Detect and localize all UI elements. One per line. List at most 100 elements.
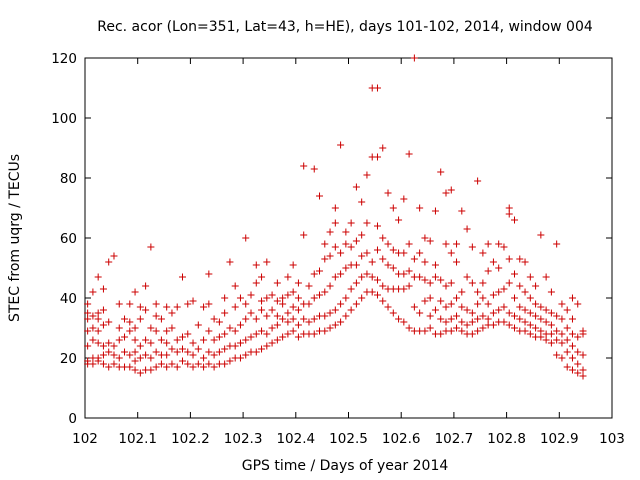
data-point xyxy=(347,243,355,251)
y-tick-label: 60 xyxy=(60,231,77,247)
data-point xyxy=(89,336,97,344)
data-point xyxy=(236,354,244,362)
data-point xyxy=(379,234,387,242)
data-point xyxy=(579,351,587,359)
data-point xyxy=(99,351,107,359)
data-point xyxy=(542,306,550,314)
data-point xyxy=(163,351,171,359)
data-point xyxy=(537,231,545,239)
data-point xyxy=(363,219,371,227)
data-point xyxy=(453,324,461,332)
data-point xyxy=(431,261,439,269)
data-point xyxy=(426,279,434,287)
data-point xyxy=(521,318,529,326)
data-point xyxy=(373,276,381,284)
data-point xyxy=(579,372,587,380)
data-point xyxy=(537,333,545,341)
data-point xyxy=(468,279,476,287)
data-point xyxy=(131,324,139,332)
data-point xyxy=(173,303,181,311)
data-point xyxy=(136,342,144,350)
data-point xyxy=(231,303,239,311)
data-point xyxy=(279,300,287,308)
data-point xyxy=(221,330,229,338)
data-point xyxy=(242,300,250,308)
data-point xyxy=(542,318,550,326)
data-point xyxy=(511,270,519,278)
data-point xyxy=(142,336,150,344)
data-point xyxy=(289,303,297,311)
data-point xyxy=(178,333,186,341)
data-point xyxy=(547,339,555,347)
data-point xyxy=(547,288,555,296)
data-point xyxy=(342,228,350,236)
data-point xyxy=(268,324,276,332)
data-point xyxy=(94,309,102,317)
data-point xyxy=(184,360,192,368)
data-point xyxy=(389,309,397,317)
data-point xyxy=(210,336,218,344)
data-point xyxy=(247,309,255,317)
data-point xyxy=(215,333,223,341)
data-point xyxy=(568,330,576,338)
data-point xyxy=(142,282,150,290)
data-point xyxy=(358,273,366,281)
data-point xyxy=(310,270,318,278)
data-point xyxy=(421,258,429,266)
data-point xyxy=(200,336,208,344)
data-point xyxy=(289,288,297,296)
data-point xyxy=(178,345,186,353)
data-point xyxy=(521,306,529,314)
chart-title: Rec. acor (Lon=351, Lat=43, h=HE), days … xyxy=(97,19,593,35)
data-point xyxy=(526,321,534,329)
data-point xyxy=(284,273,292,281)
data-point xyxy=(226,324,234,332)
data-point xyxy=(563,348,571,356)
data-point xyxy=(178,357,186,365)
data-point xyxy=(131,366,139,374)
data-point xyxy=(352,261,360,269)
data-point xyxy=(347,285,355,293)
data-point xyxy=(126,300,134,308)
data-point xyxy=(532,324,540,332)
data-point xyxy=(505,210,513,218)
data-point xyxy=(94,354,102,362)
data-point xyxy=(416,204,424,212)
data-point xyxy=(558,315,566,323)
data-point xyxy=(358,198,366,206)
data-point xyxy=(210,315,218,323)
y-tick-label: 20 xyxy=(60,351,77,367)
data-point xyxy=(442,240,450,248)
data-point xyxy=(511,324,519,332)
data-point xyxy=(447,327,455,335)
data-point xyxy=(337,300,345,308)
data-point xyxy=(373,84,381,92)
data-point xyxy=(521,288,529,296)
data-point xyxy=(373,291,381,299)
data-point xyxy=(347,306,355,314)
data-point xyxy=(205,327,213,335)
x-tick-label: 102.1 xyxy=(118,431,157,447)
data-point xyxy=(337,141,345,149)
data-point xyxy=(258,306,266,314)
data-point xyxy=(99,321,107,329)
data-point xyxy=(579,366,587,374)
data-point xyxy=(442,318,450,326)
data-point xyxy=(458,288,466,296)
data-point xyxy=(205,360,213,368)
data-point xyxy=(516,282,524,290)
data-point xyxy=(126,351,134,359)
data-point xyxy=(147,354,155,362)
x-tick-label: 102.3 xyxy=(224,431,263,447)
data-point xyxy=(553,240,561,248)
data-point xyxy=(236,321,244,329)
data-point xyxy=(289,261,297,269)
data-point xyxy=(563,363,571,371)
data-point xyxy=(416,309,424,317)
data-point xyxy=(505,204,513,212)
data-point xyxy=(337,318,345,326)
data-point xyxy=(405,324,413,332)
data-point xyxy=(479,279,487,287)
data-point xyxy=(379,297,387,305)
y-tick-label: 0 xyxy=(68,411,77,427)
